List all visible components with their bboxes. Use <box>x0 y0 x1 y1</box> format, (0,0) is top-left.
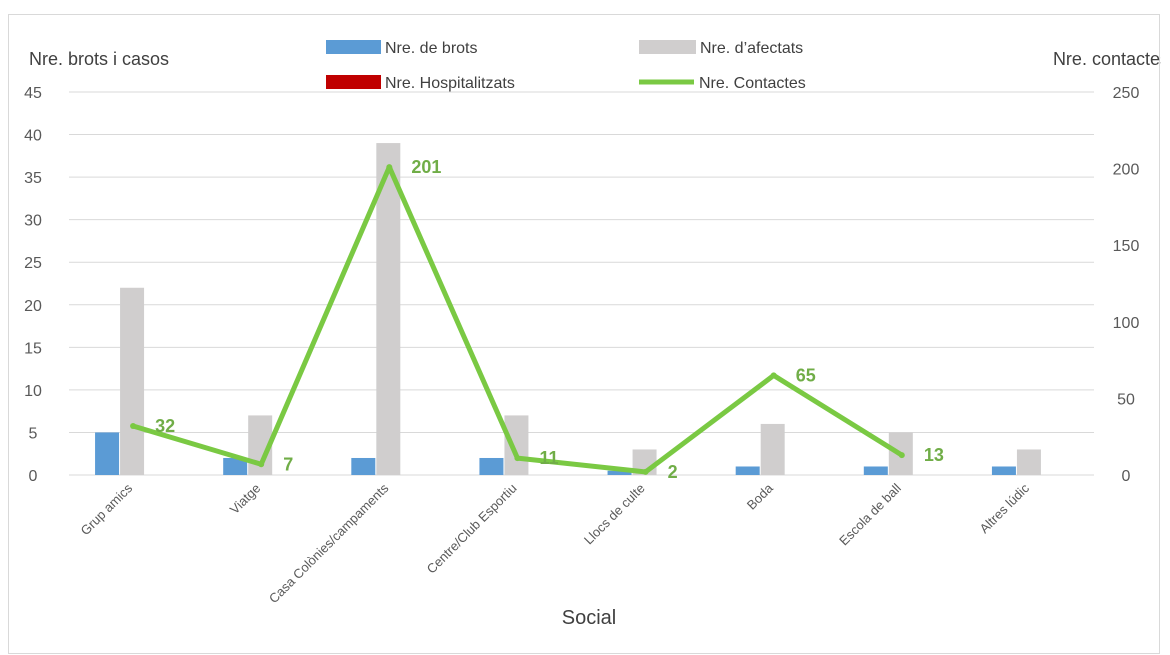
line-point <box>770 372 777 379</box>
x-tick-label: Boda <box>744 480 777 513</box>
legend-swatch <box>639 40 696 54</box>
y-left-tick-label: 45 <box>24 85 42 102</box>
y-left-axis-title: Nre. brots i casos <box>29 49 169 69</box>
bar <box>120 287 145 475</box>
bar <box>351 457 376 475</box>
y-left-tick-label: 15 <box>24 340 42 357</box>
bar <box>1016 449 1041 475</box>
x-tick-label: Escola de ball <box>836 480 904 548</box>
y-left-tick-label: 0 <box>29 468 38 485</box>
y-left-tick-label: 30 <box>24 213 42 230</box>
y-right-tick-label: 250 <box>1113 85 1140 102</box>
bar <box>607 470 632 475</box>
data-label: 13 <box>924 445 944 465</box>
bar <box>760 423 785 475</box>
legend-label: Nre. Hospitalitzats <box>385 75 515 92</box>
data-label: 32 <box>155 416 175 436</box>
y-left-tick-label: 10 <box>24 383 42 400</box>
y-left-tick-label: 20 <box>24 298 42 315</box>
line-point <box>642 468 649 475</box>
y-right-tick-label: 150 <box>1113 238 1140 255</box>
y-right-tick-label: 100 <box>1113 315 1140 332</box>
bar <box>223 457 248 475</box>
data-label: 11 <box>539 448 558 468</box>
x-tick-label: Llocs de culte <box>581 481 648 548</box>
x-tick-label: Casa Colònies/campaments <box>266 480 392 606</box>
line-point <box>514 455 521 462</box>
y-right-tick-label: 0 <box>1122 468 1131 485</box>
legend-swatch <box>326 40 381 54</box>
line-point <box>258 461 265 468</box>
y-left-tick-label: 40 <box>24 128 42 145</box>
line-point <box>386 164 393 171</box>
combo-chart: 0 5 10 15 20 25 30 35 40 45 0 50 100 150 200 250 Nre. br… <box>24 40 1161 629</box>
line-point <box>898 452 905 459</box>
chart-container: 0 5 10 15 20 25 30 35 40 45 0 50 100 150 200 250 Nre. br… <box>8 14 1161 654</box>
bar <box>991 466 1016 475</box>
y-left-tick-label: 5 <box>29 425 38 442</box>
bar <box>735 466 760 475</box>
x-axis-title: Social <box>562 607 616 629</box>
bar <box>376 143 401 476</box>
bar <box>95 432 120 475</box>
data-label: 2 <box>668 462 678 482</box>
x-tick-label: Altres lúdic <box>976 480 1032 536</box>
data-label: 7 <box>283 454 293 474</box>
data-label: 65 <box>796 365 816 385</box>
x-tick-label: Grup amics <box>78 480 136 538</box>
legend-label: Nre. Contactes <box>699 75 806 92</box>
legend-label: Nre. de brots <box>385 40 477 57</box>
bar <box>504 415 529 475</box>
x-tick-label: Viatge <box>227 481 264 518</box>
y-right-tick-label: 50 <box>1117 391 1135 408</box>
bar <box>479 457 504 475</box>
y-right-tick-label: 200 <box>1113 162 1140 179</box>
line-point <box>130 422 137 429</box>
y-left-tick-label: 35 <box>24 170 42 187</box>
legend-label: Nre. d’afectats <box>700 40 803 57</box>
bar <box>863 466 888 475</box>
x-tick-label: Centre/Club Esportiu <box>424 481 520 577</box>
data-label: 201 <box>411 157 441 177</box>
y-left-tick-label: 25 <box>24 255 42 272</box>
y-right-axis-title: Nre. contactes <box>1053 49 1161 69</box>
legend-swatch <box>326 75 381 89</box>
